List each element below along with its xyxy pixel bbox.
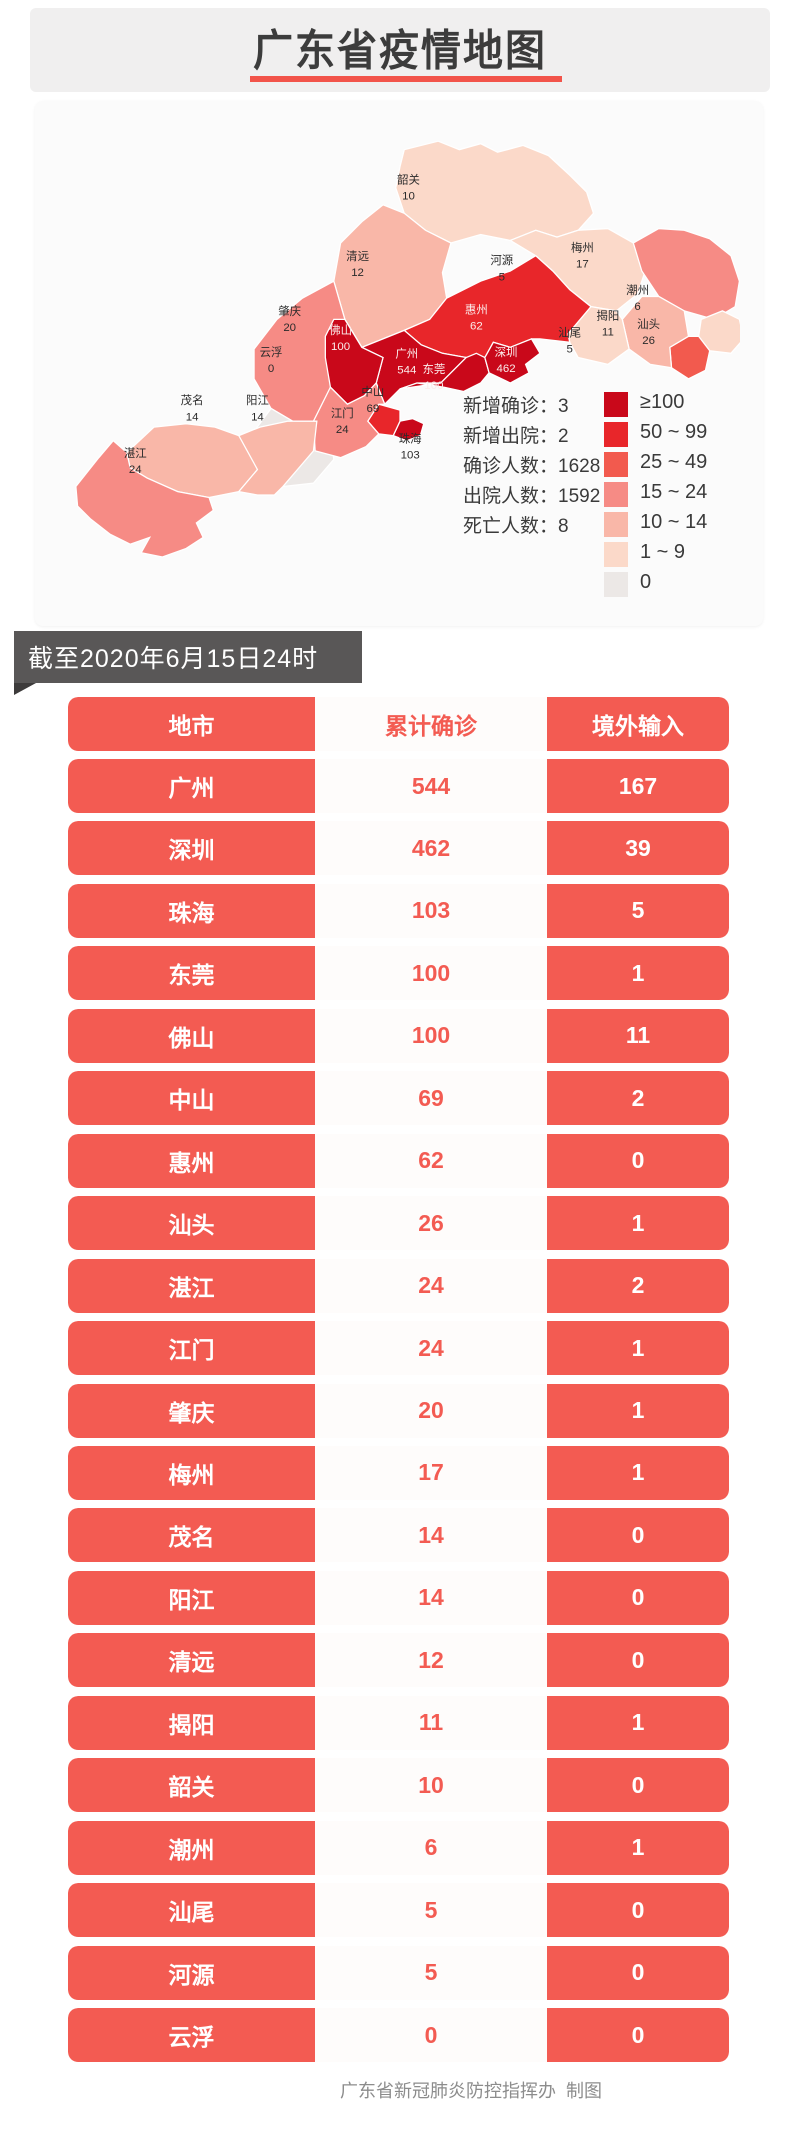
svg-text:100: 100 bbox=[424, 380, 443, 392]
svg-text:清远: 清远 bbox=[346, 250, 369, 263]
svg-text:0: 0 bbox=[268, 363, 274, 375]
svg-text:河源: 河源 bbox=[490, 253, 513, 267]
svg-text:5: 5 bbox=[567, 343, 573, 355]
svg-text:69: 69 bbox=[366, 403, 379, 415]
svg-text:珠海: 珠海 bbox=[399, 431, 422, 445]
svg-text:100: 100 bbox=[331, 341, 350, 353]
svg-text:广州: 广州 bbox=[395, 348, 418, 361]
svg-text:6: 6 bbox=[634, 301, 640, 313]
svg-text:462: 462 bbox=[497, 363, 516, 375]
svg-text:茂名: 茂名 bbox=[181, 393, 204, 407]
svg-text:汕尾: 汕尾 bbox=[558, 326, 581, 339]
svg-text:544: 544 bbox=[397, 365, 417, 377]
svg-text:揭阳: 揭阳 bbox=[596, 308, 619, 322]
svg-text:62: 62 bbox=[470, 321, 483, 333]
svg-text:26: 26 bbox=[642, 335, 655, 347]
svg-text:潮州: 潮州 bbox=[626, 283, 649, 297]
svg-text:24: 24 bbox=[129, 464, 142, 476]
svg-text:梅州: 梅州 bbox=[571, 240, 594, 254]
svg-text:5: 5 bbox=[499, 271, 505, 283]
svg-text:汕头: 汕头 bbox=[637, 318, 660, 331]
svg-text:佛山: 佛山 bbox=[329, 324, 352, 337]
svg-text:深圳: 深圳 bbox=[495, 345, 518, 359]
svg-text:12: 12 bbox=[351, 267, 364, 279]
svg-text:肇庆: 肇庆 bbox=[278, 304, 301, 318]
svg-text:14: 14 bbox=[251, 411, 264, 423]
svg-text:17: 17 bbox=[576, 259, 589, 271]
svg-text:103: 103 bbox=[401, 450, 420, 462]
svg-text:阳江: 阳江 bbox=[246, 394, 269, 407]
svg-text:东莞: 东莞 bbox=[423, 363, 446, 376]
svg-text:云浮: 云浮 bbox=[260, 346, 283, 359]
svg-text:20: 20 bbox=[283, 322, 296, 334]
svg-text:惠州: 惠州 bbox=[465, 302, 488, 316]
svg-text:江门: 江门 bbox=[331, 406, 354, 420]
svg-text:10: 10 bbox=[402, 191, 415, 203]
svg-text:韶关: 韶关 bbox=[397, 173, 420, 187]
svg-text:14: 14 bbox=[186, 411, 199, 423]
svg-text:24: 24 bbox=[336, 424, 349, 436]
svg-text:11: 11 bbox=[602, 326, 614, 338]
svg-text:中山: 中山 bbox=[361, 386, 384, 399]
svg-text:湛江: 湛江 bbox=[124, 447, 147, 460]
